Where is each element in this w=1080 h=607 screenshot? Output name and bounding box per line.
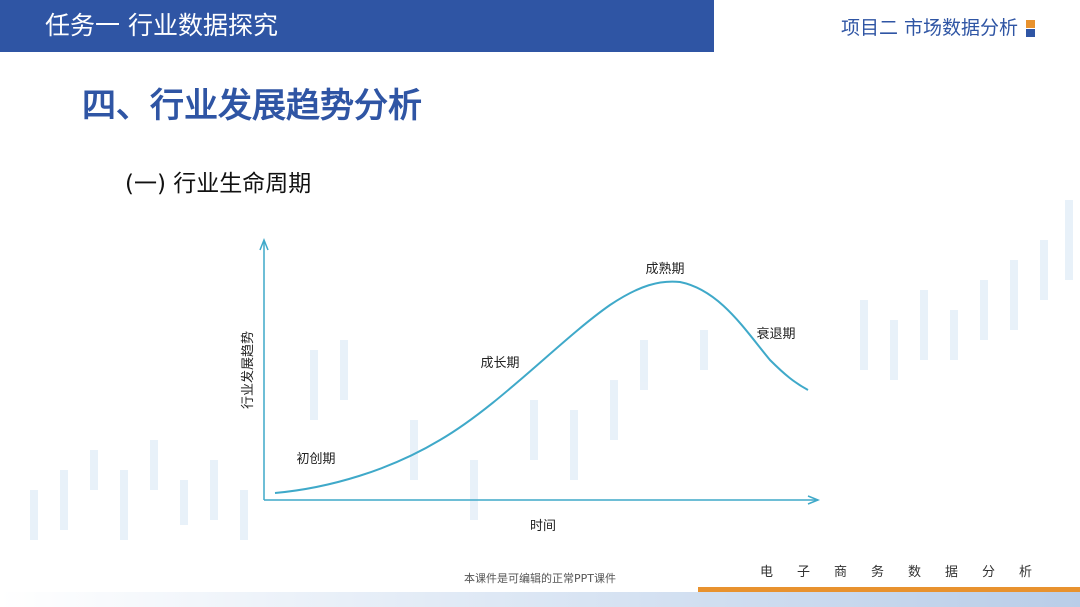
x-arrow — [807, 495, 821, 505]
y-axis-label: 行业发展趋势 — [240, 331, 256, 409]
lifecycle-curve — [274, 280, 809, 494]
stage-label: 成熟期 — [645, 261, 684, 277]
slide-title: 四、行业发展趋势分析 — [82, 86, 422, 126]
subtitle: (一) 行业生命周期 — [125, 171, 311, 197]
project-title: 项目二 市场数据分析 — [841, 17, 1018, 39]
footer-line — [698, 587, 1080, 592]
bottom-strip — [0, 592, 1080, 607]
logo-bottom — [1026, 29, 1035, 37]
y-arrow — [259, 237, 269, 251]
stage-label: 衰退期 — [756, 326, 795, 342]
logo-top — [1026, 20, 1035, 28]
course-name: 电子商务数据分析 — [760, 564, 1056, 580]
header-bar — [0, 0, 714, 52]
footer-note: 本课件是可编辑的正常PPT课件 — [464, 571, 616, 585]
axes — [259, 237, 821, 505]
stage-label: 成长期 — [480, 356, 519, 371]
x-axis-label: 时间 — [530, 519, 556, 534]
task-title: 任务一 行业数据探究 — [45, 11, 278, 40]
stage-label: 初创期 — [296, 452, 335, 467]
background-candles — [30, 200, 1073, 540]
